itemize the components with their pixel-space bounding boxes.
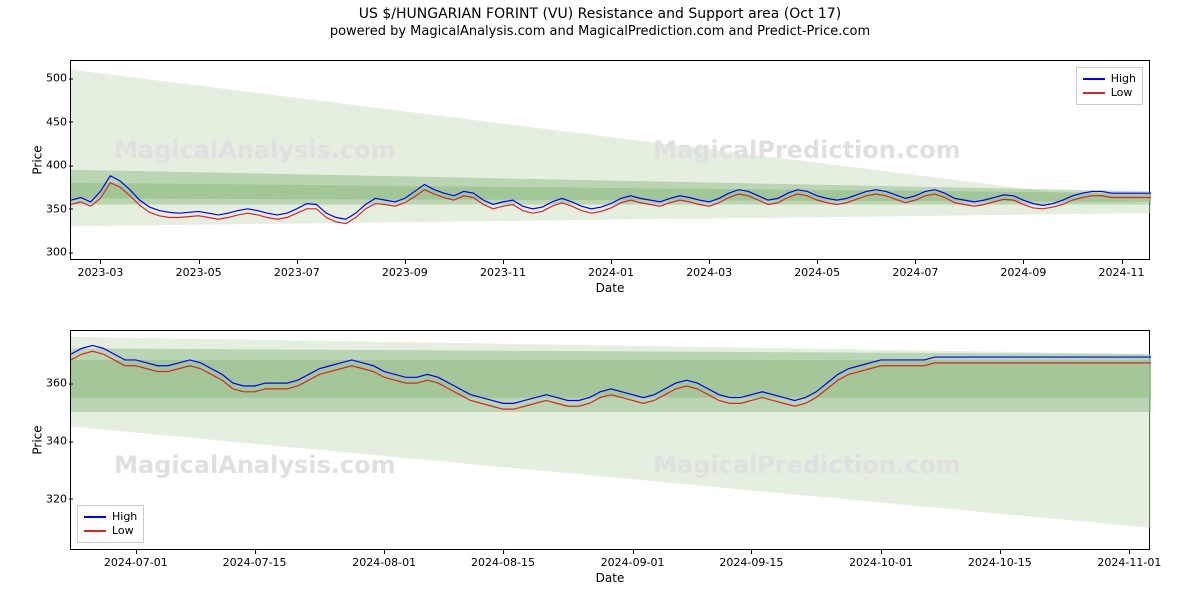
xtick-label: 2024-01: [588, 266, 634, 279]
legend-swatch: [84, 530, 106, 532]
legend-swatch: [84, 516, 106, 518]
legend-label: Low: [112, 524, 134, 538]
legend-swatch: [1083, 78, 1105, 80]
xtick-label: 2024-09-01: [601, 556, 665, 569]
xtick-label: 2024-09-15: [719, 556, 783, 569]
ytick-label: 350: [27, 202, 67, 215]
xtick-label: 2024-08-15: [471, 556, 535, 569]
legend-label: Low: [1111, 86, 1133, 100]
ytick-label: 500: [27, 72, 67, 85]
xtick-label: 2024-11: [1099, 266, 1145, 279]
bottom-legend: HighLow: [77, 505, 144, 543]
xtick-label: 2024-07-01: [104, 556, 168, 569]
xtick-label: 2024-05: [794, 266, 840, 279]
legend-label: High: [112, 510, 137, 524]
figure: US $/HUNGARIAN FORINT (VU) Resistance an…: [0, 0, 1200, 600]
bottom-xlabel: Date: [596, 571, 625, 585]
xtick-label: 2024-10-15: [968, 556, 1032, 569]
xtick-label: 2024-07-15: [223, 556, 287, 569]
xtick-label: 2024-11-01: [1097, 556, 1161, 569]
ytick-label: 340: [27, 435, 67, 448]
chart-title: US $/HUNGARIAN FORINT (VU) Resistance an…: [0, 0, 1200, 22]
xtick-label: 2024-08-01: [352, 556, 416, 569]
support-resistance-band: [71, 360, 1151, 398]
legend-item: High: [1083, 72, 1136, 86]
top-chart-panel: Price Date 300350400450500 2023-032023-0…: [70, 60, 1150, 260]
xtick-label: 2023-03: [77, 266, 123, 279]
xtick-label: 2023-07: [274, 266, 320, 279]
xtick-label: 2023-05: [176, 266, 222, 279]
legend-swatch: [1083, 92, 1105, 94]
top-chart-svg: [71, 61, 1149, 259]
xtick-label: 2024-09: [1000, 266, 1046, 279]
chart-subtitle: powered by MagicalAnalysis.com and Magic…: [0, 22, 1200, 41]
top-xlabel: Date: [596, 281, 625, 295]
xtick-label: 2024-03: [686, 266, 732, 279]
ytick-label: 360: [27, 377, 67, 390]
ytick-label: 400: [27, 159, 67, 172]
xtick-label: 2023-09: [382, 266, 428, 279]
bottom-chart-svg: [71, 331, 1149, 549]
legend-item: Low: [84, 524, 137, 538]
xtick-label: 2024-10-01: [849, 556, 913, 569]
legend-label: High: [1111, 72, 1136, 86]
xtick-label: 2023-11: [480, 266, 526, 279]
bottom-chart-panel: Price Date 320340360 2024-07-012024-07-1…: [70, 330, 1150, 550]
ytick-label: 300: [27, 246, 67, 259]
ytick-label: 320: [27, 492, 67, 505]
legend-item: Low: [1083, 86, 1136, 100]
xtick-label: 2024-07: [892, 266, 938, 279]
top-legend: HighLow: [1076, 67, 1143, 105]
legend-item: High: [84, 510, 137, 524]
ytick-label: 450: [27, 115, 67, 128]
